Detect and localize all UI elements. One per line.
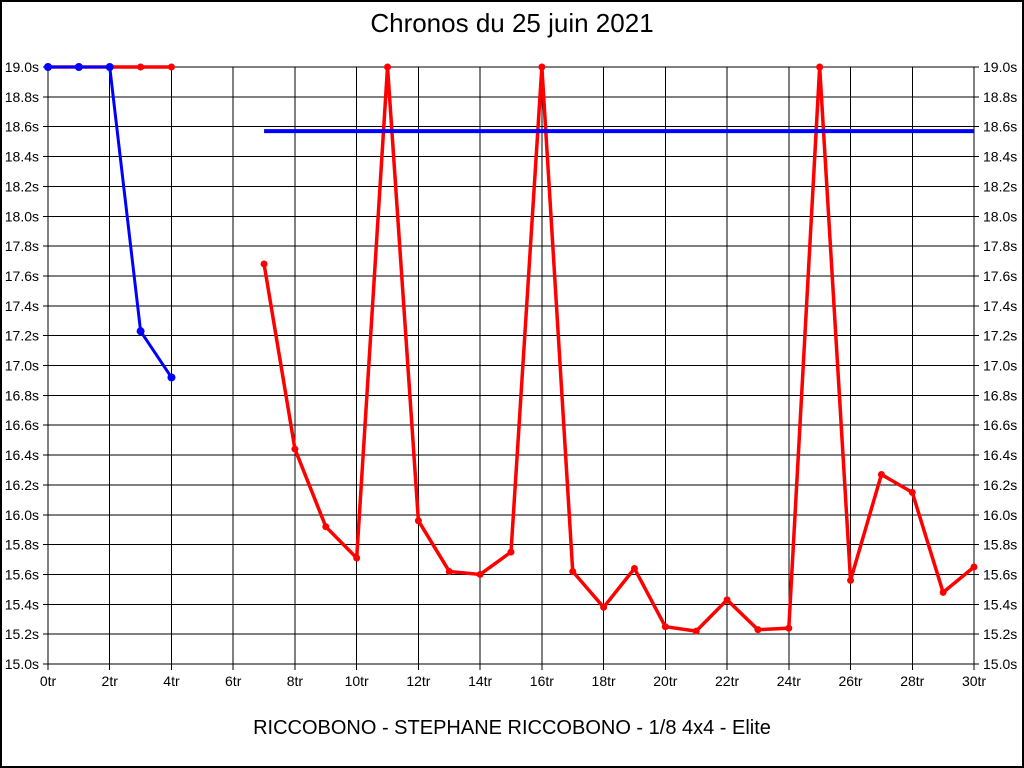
y-tick-label-right: 16.2s: [983, 477, 1017, 493]
red-lap-times-point: [291, 445, 299, 453]
red-lap-times-point: [785, 624, 793, 632]
x-gridlines-and-labels: 0tr 2tr 4tr 6tr 8tr 10tr 12tr 14tr 16tr 18tr 20tr 2…: [40, 67, 986, 689]
x-tick-label: 20tr: [653, 673, 677, 689]
blue-average-start-point: [167, 373, 176, 382]
red-lap-times-point: [167, 63, 175, 71]
red-lap-times-point: [630, 564, 638, 572]
y-tick-label-left: 15.8s: [5, 537, 39, 553]
y-tick-label-left: 17.6s: [5, 268, 39, 284]
red-lap-times-point: [877, 470, 885, 478]
x-tick-label: 2tr: [102, 673, 119, 689]
chart-title: Chronos du 25 juin 2021: [370, 8, 654, 38]
y-tick-label-right: 18.2s: [983, 178, 1017, 194]
red-lap-times-point: [260, 260, 268, 268]
y-tick-label-left: 16.6s: [5, 417, 39, 433]
x-tick-label: 6tr: [225, 673, 242, 689]
blue-average-start-point: [74, 63, 83, 71]
x-tick-label: 8tr: [287, 673, 304, 689]
x-tick-label: 26tr: [838, 673, 862, 689]
red-lap-times-point: [754, 626, 762, 634]
red-lap-times-point: [507, 548, 515, 556]
x-tick-label: 4tr: [163, 673, 180, 689]
red-lap-times-series: [44, 63, 978, 635]
y-tick-label-left: 16.2s: [5, 477, 39, 493]
y-tick-label-right: 16.8s: [983, 387, 1017, 403]
blue-average-start-point: [136, 327, 145, 336]
y-tick-label-right: 18.4s: [983, 149, 1017, 165]
y-tick-label-right: 16.0s: [983, 507, 1017, 523]
x-tick-label: 22tr: [715, 673, 739, 689]
y-tick-label-left: 18.4s: [5, 149, 39, 165]
red-lap-times-point: [445, 567, 453, 575]
x-tick-label: 12tr: [406, 673, 430, 689]
y-tick-label-left: 18.8s: [5, 89, 39, 105]
red-lap-times-point: [353, 554, 361, 562]
y-tick-label-right: 15.6s: [983, 566, 1017, 582]
y-tick-label-right: 15.8s: [983, 537, 1017, 553]
red-lap-times-point: [569, 567, 577, 575]
y-tick-label-right: 17.8s: [983, 238, 1017, 254]
y-tick-label-right: 17.0s: [983, 358, 1017, 374]
blue-average-start-point: [105, 63, 114, 71]
y-tick-label-left: 15.2s: [5, 626, 39, 642]
red-lap-times-point: [970, 563, 978, 571]
red-lap-times-point: [600, 603, 608, 611]
y-tick-label-right: 19.0s: [983, 59, 1017, 75]
y-tick-label-right: 17.4s: [983, 298, 1017, 314]
y-tick-label-left: 17.0s: [5, 358, 39, 374]
red-lap-times-point: [939, 588, 947, 596]
x-tick-label: 28tr: [900, 673, 924, 689]
red-lap-times-point: [137, 63, 145, 71]
red-lap-times-point: [847, 576, 855, 584]
y-tick-label-left: 18.6s: [5, 119, 39, 135]
red-lap-times-point: [723, 596, 731, 604]
y-tick-label-right: 18.0s: [983, 208, 1017, 224]
y-tick-label-right: 15.0s: [983, 656, 1017, 672]
red-lap-times-point: [384, 63, 392, 71]
blue-average-start-series: [44, 63, 176, 382]
x-tick-label: 14tr: [468, 673, 492, 689]
y-tick-label-right: 18.6s: [983, 119, 1017, 135]
y-tick-label-left: 15.0s: [5, 656, 39, 672]
driver-caption: RICCOBONO - STEPHANE RICCOBONO - 1/8 4x4…: [253, 717, 771, 739]
y-tick-label-left: 15.6s: [5, 566, 39, 582]
x-tick-label: 18tr: [592, 673, 616, 689]
y-tick-label-left: 16.0s: [5, 507, 39, 523]
y-tick-label-left: 17.8s: [5, 238, 39, 254]
y-tick-label-right: 15.4s: [983, 596, 1017, 612]
y-tick-label-left: 16.4s: [5, 447, 39, 463]
y-tick-label-right: 16.4s: [983, 447, 1017, 463]
y-tick-label-left: 17.4s: [5, 298, 39, 314]
blue-average-start-point: [44, 63, 52, 71]
y-tick-label-left: 18.2s: [5, 178, 39, 194]
red-lap-times-point: [322, 523, 330, 531]
y-tick-label-left: 18.0s: [5, 208, 39, 224]
red-lap-times-point: [414, 517, 422, 525]
red-lap-times-point: [908, 488, 916, 496]
red-lap-times-point: [816, 63, 824, 71]
x-tick-label: 24tr: [777, 673, 801, 689]
red-lap-times-point: [476, 570, 484, 578]
y-tick-label-right: 15.2s: [983, 626, 1017, 642]
y-tick-label-left: 16.8s: [5, 387, 39, 403]
y-tick-label-left: 17.2s: [5, 328, 39, 344]
x-tick-label: 16tr: [530, 673, 554, 689]
x-tick-label: 10tr: [345, 673, 369, 689]
red-lap-times-point: [692, 627, 700, 635]
red-lap-times-point: [538, 63, 546, 71]
x-tick-label: 30tr: [962, 673, 986, 689]
y-tick-label-right: 18.8s: [983, 89, 1017, 105]
red-lap-times-point: [661, 623, 669, 631]
y-tick-label-left: 15.4s: [5, 596, 39, 612]
y-tick-label-right: 17.2s: [983, 328, 1017, 344]
x-tick-label: 0tr: [40, 673, 57, 689]
y-tick-label-right: 16.6s: [983, 417, 1017, 433]
y-gridlines-and-labels: 19.0s 19.0s 18.8s 18.8s 18.6s 18.6s 18.4s 18.4s…: [5, 59, 1018, 672]
y-tick-label-right: 17.6s: [983, 268, 1017, 284]
y-tick-label-left: 19.0s: [5, 59, 39, 75]
